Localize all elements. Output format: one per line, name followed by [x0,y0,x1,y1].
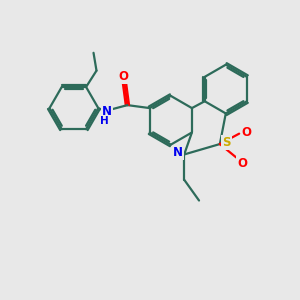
Text: O: O [242,126,252,139]
Text: O: O [118,70,128,83]
Text: S: S [222,136,231,149]
Text: H: H [100,116,108,127]
Text: O: O [237,157,247,170]
Text: N: N [102,105,112,118]
Text: N: N [172,146,183,160]
